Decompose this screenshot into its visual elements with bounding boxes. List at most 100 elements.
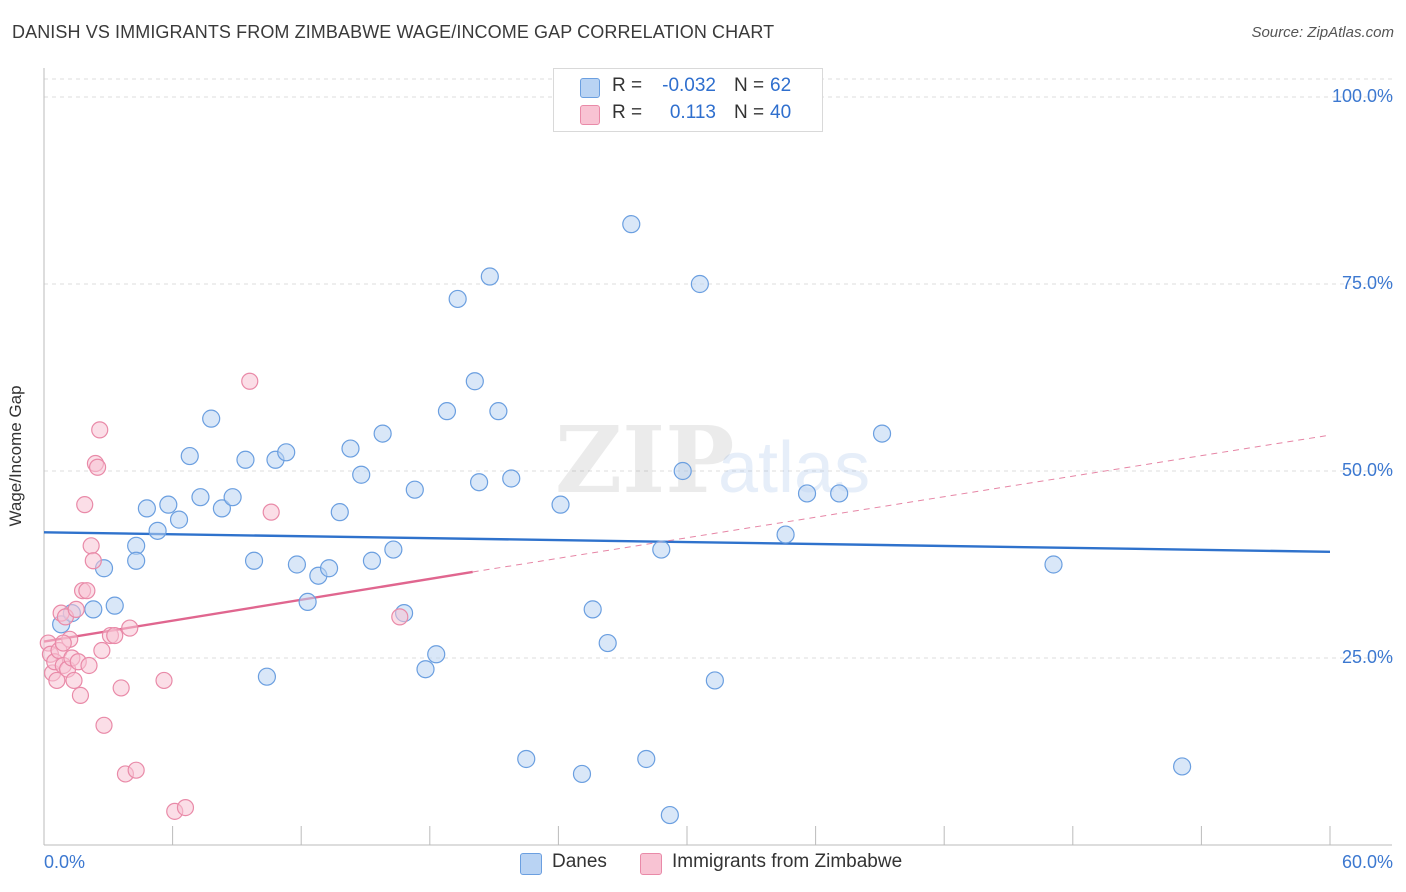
zimbabwe-point <box>71 686 90 705</box>
danes-point <box>244 551 264 570</box>
y-tick-label: 50.0% <box>1341 460 1393 480</box>
danes-point <box>257 667 277 686</box>
danes-point <box>427 645 446 664</box>
danes-point <box>517 749 536 769</box>
danes-point <box>191 488 210 507</box>
legend-r-label: R = <box>612 75 643 96</box>
legend-n-value: 62 <box>770 75 792 96</box>
danes-swatch-icon <box>580 78 600 98</box>
danes-point <box>480 267 499 286</box>
danes-point <box>776 525 795 544</box>
zimbabwe-point <box>121 619 139 637</box>
danes-point <box>137 499 156 518</box>
y-tick-label: 100.0% <box>1331 86 1393 106</box>
danes-point <box>169 510 189 529</box>
danes-point <box>384 540 403 559</box>
x-tick-label-min: 0.0% <box>44 852 86 872</box>
danes-point <box>148 521 167 540</box>
zimbabwe-point <box>127 761 145 779</box>
zimbabwe-swatch-icon <box>640 853 662 875</box>
bottom-legend-danes-label: Danes <box>552 851 607 872</box>
x-tick-label-max: 60.0% <box>1341 852 1393 872</box>
danes-point <box>352 465 371 484</box>
zimbabwe-point <box>78 582 96 600</box>
zimbabwe-point <box>155 671 173 690</box>
zimbabwe-point <box>176 798 195 817</box>
danes-point <box>830 484 849 503</box>
danes-point <box>159 495 178 514</box>
legend-n-label: N = <box>734 102 765 123</box>
danes-point <box>127 551 146 570</box>
danes-point <box>583 600 602 619</box>
danes-point <box>622 215 641 234</box>
danes-point <box>660 805 679 825</box>
zimbabwe-point <box>91 421 109 439</box>
danes-point <box>105 596 124 615</box>
zimbabwe-point <box>93 641 111 660</box>
danes-point <box>1173 757 1192 776</box>
danes-point <box>872 424 892 443</box>
danes-swatch-icon <box>520 853 542 875</box>
zimbabwe-point <box>80 656 98 675</box>
danes-point <box>448 289 467 309</box>
bottom-legend-zimbabwe-label: Immigrants from Zimbabwe <box>672 851 903 872</box>
zimbabwe-point <box>54 634 72 652</box>
danes-point <box>223 488 242 507</box>
danes-point <box>319 559 339 578</box>
zimbabwe-point <box>88 458 107 476</box>
zimbabwe-point <box>391 608 409 626</box>
gridlines <box>44 78 1392 659</box>
legend-n-value: 40 <box>770 102 792 123</box>
data-points <box>39 215 1192 825</box>
zimbabwe-point <box>262 503 280 521</box>
legend-row-zimbabwe: R = 0.113 N = 40 <box>554 101 822 127</box>
y-tick-label: 75.0% <box>1341 273 1393 293</box>
zimbabwe-point <box>67 600 85 618</box>
y-axis-label: Wage/Income Gap <box>6 385 25 527</box>
danes-point <box>652 540 671 559</box>
danes-point <box>673 461 692 481</box>
zimbabwe-point <box>65 671 83 690</box>
chart-source: Source: ZipAtlas.com <box>1251 24 1394 41</box>
chart-title: DANISH VS IMMIGRANTS FROM ZIMBABWE WAGE/… <box>12 22 775 42</box>
watermark-zip: ZIP <box>555 406 734 514</box>
danes-point <box>797 484 817 503</box>
danes-point <box>416 660 435 679</box>
danes-point <box>637 749 656 769</box>
danes-point <box>705 671 724 690</box>
trendline-danes-solid <box>43 531 1331 553</box>
danes-point <box>373 424 392 443</box>
danes-point <box>598 633 617 653</box>
zimbabwe-point <box>82 537 100 555</box>
danes-point <box>212 499 231 518</box>
danes-point <box>437 402 457 421</box>
y-tick-label: 25.0% <box>1341 647 1393 667</box>
zimbabwe-point <box>241 372 259 390</box>
danes-point <box>502 469 521 488</box>
danes-point <box>362 551 382 570</box>
legend-box: R = -0.032 N = 62 R = 0.113 N = 40 <box>553 68 823 132</box>
danes-point <box>277 443 296 462</box>
legend-r-value: 0.113 <box>669 102 716 123</box>
zimbabwe-point <box>48 671 66 690</box>
legend-r-value: -0.032 <box>662 75 716 96</box>
legend-n-label: N = <box>734 75 765 96</box>
zimbabwe-point <box>84 552 102 570</box>
zimbabwe-swatch-icon <box>580 105 600 125</box>
danes-point <box>180 446 199 466</box>
axes <box>43 68 1392 846</box>
danes-point <box>287 555 307 574</box>
zimbabwe-point <box>112 679 130 697</box>
trendline-zimbabwe-dashed <box>472 434 1331 573</box>
danes-point <box>469 473 489 492</box>
danes-point <box>1044 555 1063 574</box>
danes-point <box>84 600 103 619</box>
danes-point <box>202 409 221 428</box>
zimbabwe-point <box>76 496 94 514</box>
danes-point <box>572 764 592 784</box>
danes-point <box>690 274 709 294</box>
danes-point <box>236 450 255 469</box>
legend-row-danes: R = -0.032 N = 62 <box>554 74 822 100</box>
danes-point <box>465 372 484 391</box>
